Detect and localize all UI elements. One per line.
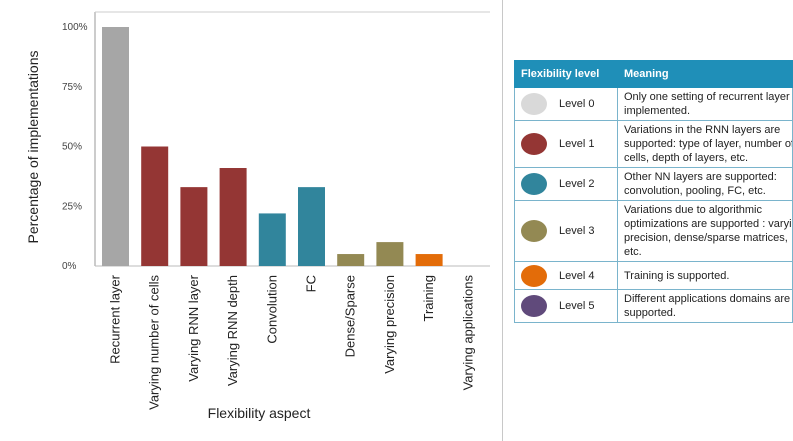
x-tick-label: Recurrent layer — [108, 274, 123, 364]
bar — [298, 187, 325, 266]
legend-level-cell: Level 1 — [514, 120, 618, 168]
x-tick-label: Dense/Sparse — [343, 275, 358, 357]
legend-meaning-cell: Variations due to algorithmic optimizatio… — [617, 200, 793, 262]
y-ticks: 0% 25% 50% 75% 100% — [62, 22, 88, 272]
x-tick-label: Training — [421, 275, 436, 321]
legend-meaning-line: convolution, pooling, FC, etc. — [624, 185, 766, 197]
legend-meaning-cell: Variations in the RNN layers are supporte… — [617, 120, 793, 168]
bars — [102, 27, 443, 266]
level-color-swatch — [521, 220, 547, 242]
y-tick-label: 50% — [62, 142, 82, 153]
legend-meaning-line: optimizations are supported : varying — [624, 218, 793, 230]
y-tick-label: 25% — [62, 201, 82, 212]
x-tick-label: FC — [304, 275, 319, 292]
flexibility-legend-table: Flexibility level Meaning Level 0 Only on… — [514, 60, 793, 323]
bar — [219, 168, 247, 266]
x-tick-label: Varying RNN depth — [225, 275, 240, 386]
legend-meaning-cell: Different applications domains are suppor… — [617, 289, 793, 323]
bar — [102, 27, 129, 266]
level-color-swatch — [521, 264, 547, 287]
legend-meaning-line: Variations due to algorithmic — [624, 204, 762, 216]
legend-row: Level 3 Variations due to algorithmic opti… — [514, 200, 793, 262]
x-axis-title: Flexibility aspect — [208, 405, 311, 421]
legend-header-meaning: Meaning — [617, 60, 793, 88]
x-tick-label: Varying applications — [460, 275, 475, 391]
chart-panel: 0% 25% 50% 75% 100% Recurrent layer Varying n… — [25, 0, 503, 441]
legend-level-cell: Level 5 — [514, 289, 618, 323]
legend-level-cell: Level 3 — [514, 200, 618, 262]
legend-meaning-line: Training is supported. — [624, 269, 730, 282]
legend-header-row: Flexibility level Meaning — [514, 60, 793, 88]
x-tick-labels: Recurrent layer Varying number of cells Va… — [108, 274, 476, 410]
legend-meaning-cell: Training is supported. — [617, 261, 793, 290]
legend-header-level: Flexibility level — [514, 60, 618, 88]
legend-meaning-line: precision, dense/sparse matrices, — [624, 232, 788, 244]
legend-row: Level 4 Training is supported. — [514, 261, 793, 290]
bar — [337, 254, 365, 266]
legend-meaning-cell: Other NN layers are supported: convolutio… — [617, 167, 793, 201]
legend-level-cell: Level 2 — [514, 167, 618, 201]
legend-row: Level 5 Different applications domains ar… — [514, 289, 793, 323]
bar — [141, 146, 169, 266]
level-color-swatch — [521, 295, 547, 317]
legend-row: Level 1 Variations in the RNN layers are s… — [514, 120, 793, 168]
y-tick-label: 0% — [62, 261, 77, 272]
legend-level-label: Level 5 — [559, 300, 595, 312]
legend-meaning-cell: Only one setting of recurrent layer is im… — [617, 87, 793, 121]
legend-meaning-line: Other NN layers are supported: — [624, 171, 777, 183]
x-tick-label: Varying precision — [382, 275, 397, 374]
legend-meaning-line: cells, depth of layers, etc. — [624, 152, 749, 164]
legend-meaning-line: Different applications domains are — [624, 293, 791, 305]
legend-level-label: Level 1 — [559, 138, 595, 150]
y-tick-label: 75% — [62, 82, 82, 93]
legend-level-cell: Level 4 — [514, 261, 618, 290]
legend-body: Level 0 Only one setting of recurrent lay… — [514, 87, 793, 323]
y-axis-title: Percentage of implementations — [25, 51, 41, 244]
legend-row: Level 2 Other NN layers are supported: con… — [514, 167, 793, 201]
x-tick-label: Convolution — [264, 275, 279, 344]
legend-level-label: Level 0 — [559, 98, 595, 110]
legend-level-cell: Level 0 — [514, 87, 618, 121]
legend-level-label: Level 3 — [559, 225, 595, 237]
bar-chart: 0% 25% 50% 75% 100% Recurrent layer Varying n… — [25, 11, 490, 421]
level-color-swatch — [521, 133, 547, 155]
y-tick-label: 100% — [62, 22, 88, 33]
level-color-swatch — [521, 173, 547, 195]
x-tick-label: Varying number of cells — [147, 275, 162, 410]
legend-meaning-line: supported: type of layer, number of — [624, 138, 793, 150]
legend-meaning-line: supported. — [624, 307, 676, 319]
legend-meaning-line: implemented. — [624, 105, 691, 117]
x-tick-label: Varying RNN layer — [186, 274, 201, 381]
bar — [258, 213, 286, 266]
bar — [415, 254, 443, 266]
bar — [376, 242, 404, 266]
legend-meaning-line: Variations in the RNN layers are — [624, 124, 781, 136]
legend-row: Level 0 Only one setting of recurrent lay… — [514, 87, 793, 121]
level-color-swatch — [521, 93, 547, 115]
bar — [180, 187, 208, 266]
legend-meaning-line: Only one setting of recurrent layer is — [624, 91, 793, 103]
legend-level-label: Level 4 — [559, 269, 595, 282]
legend-level-label: Level 2 — [559, 178, 595, 190]
legend-meaning-line: etc. — [624, 246, 642, 258]
